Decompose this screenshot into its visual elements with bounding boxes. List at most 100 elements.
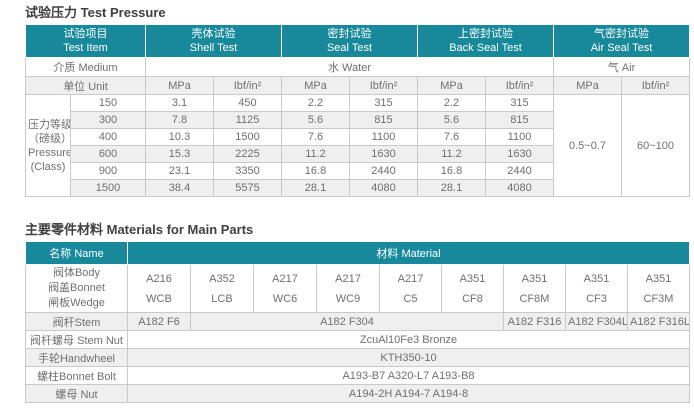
grade-spec: A351 [583, 272, 610, 285]
body-label: 阀体Body [52, 267, 101, 279]
stem-f304-cell: A182 F304 [190, 312, 504, 331]
wedge-label: 闸板Wedge [48, 297, 105, 309]
class-cell: 300 [70, 111, 146, 129]
handwheel-value-cell: KTH350-10 [127, 348, 690, 367]
header-shell-test-zh: 壳体试验 [191, 28, 236, 40]
header-back-seal-test-zh: 上密封试验 [458, 28, 513, 40]
body-bonnet-wedge-label-cell: 阀体Body 阀盖Bonnet 闸板Wedge [25, 264, 128, 313]
grade-spec: A217 [272, 272, 298, 285]
class-cell: 900 [70, 162, 146, 180]
header-air-seal-test-zh: 气密封试验 [594, 28, 649, 40]
medium-row: 介质 Medium 水 Water 气 Air [25, 57, 690, 77]
unit-cell-air-mpa: MPa [553, 76, 622, 95]
shell-mpa-cell: 3.1 [145, 94, 214, 112]
header-shell-test: 壳体试验 Shell Test [145, 24, 282, 58]
grade-name: LCB [211, 292, 233, 305]
shell-psi-cell: 2225 [213, 145, 282, 163]
back-mpa-cell: 16.8 [417, 162, 486, 180]
back-mpa-cell: 2.2 [417, 94, 486, 112]
seal-mpa-cell: 7.6 [281, 128, 350, 146]
stem-nut-label-cell: 阀杆螺母 Stem Nut [25, 330, 128, 349]
bonnet-bolt-value-cell: A193-B7 A320-L7 A193-B8 [127, 366, 690, 385]
header-material: 材料 Material [127, 241, 690, 265]
header-test-item-en: Test Item [63, 42, 108, 54]
test-pressure-table: 试验项目 Test Item 壳体试验 Shell Test 密封试验 Seal… [25, 24, 690, 197]
handwheel-label-cell: 手轮Handwheel [25, 348, 128, 367]
body-bonnet-wedge-row: 阀体Body 阀盖Bonnet 闸板Wedge A216 WCB A352 LC… [25, 264, 690, 313]
seal-mpa-cell: 2.2 [281, 94, 350, 112]
class-cell: 400 [70, 128, 146, 146]
pressure-row-400: 400 10.3 1500 7.6 1100 7.6 1100 [26, 128, 690, 146]
stem-f304l-cell: A182 F304L [565, 312, 628, 331]
seal-psi-cell: 4080 [349, 179, 418, 197]
grade-name: WC6 [272, 292, 298, 305]
grade-cell-wc9: A217 WC9 [316, 264, 380, 313]
grade-spec: A352 [209, 272, 235, 285]
pressure-class-zh2: （磅级） [28, 132, 71, 145]
grade-name: CF3 [586, 292, 607, 305]
pressure-row-1500: 1500 38.4 5575 28.1 4080 28.1 4080 [26, 179, 690, 197]
stem-f6-cell: A182 F6 [127, 312, 191, 331]
grade-spec: A351 [459, 272, 486, 285]
grade-spec: A217 [335, 272, 361, 285]
seal-mpa-cell: 5.6 [281, 111, 350, 129]
seal-psi-cell: 2440 [349, 162, 418, 180]
shell-psi-cell: 5575 [213, 179, 282, 197]
back-mpa-cell: 5.6 [417, 111, 486, 129]
materials-table: 名称 Name 材料 Material 阀体Body 阀盖Bonnet 闸板We… [25, 241, 690, 403]
grade-name: CF3M [643, 292, 674, 305]
stem-f316-cell: A182 F316 [503, 312, 566, 331]
seal-psi-cell: 1630 [349, 145, 418, 163]
grade-name: CF8M [519, 292, 550, 305]
grade-cell-wcb: A216 WCB [127, 264, 191, 313]
back-psi-cell: 1100 [485, 128, 554, 146]
grade-spec: A216 [146, 272, 172, 285]
medium-label-cell: 介质 Medium [25, 57, 146, 77]
shell-psi-cell: 1125 [213, 111, 282, 129]
unit-cell-back-psi: Ibf/in² [485, 76, 554, 95]
unit-cell-shell-mpa: MPa [145, 76, 214, 95]
grade-spec: A351 [645, 272, 672, 285]
header-name: 名称 Name [25, 241, 128, 265]
unit-label-cell: 单位 Unit [25, 76, 146, 95]
class-cell: 150 [70, 94, 146, 112]
grade-name: C5 [403, 292, 418, 305]
test-pressure-title: 试验压力 Test Pressure [25, 5, 166, 20]
medium-water-cell: 水 Water [145, 57, 554, 77]
header-shell-test-en: Shell Test [189, 42, 238, 54]
back-mpa-cell: 7.6 [417, 128, 486, 146]
nut-row: 螺母 Nut A194-2H A194-7 A194-8 [25, 384, 690, 403]
handwheel-row: 手轮Handwheel KTH350-10 [25, 348, 690, 367]
seal-mpa-cell: 16.8 [281, 162, 350, 180]
shell-psi-cell: 3350 [213, 162, 282, 180]
unit-cell-air-psi: Ibf/in² [621, 76, 690, 95]
grade-name: WCB [146, 292, 172, 305]
seal-mpa-cell: 28.1 [281, 179, 350, 197]
stem-nut-row: 阀杆螺母 Stem Nut ZcuAl10Fe3 Bronze [25, 330, 690, 349]
class-cell: 600 [70, 145, 146, 163]
bonnet-bolt-row: 螺柱Bonnet Bolt A193-B7 A320-L7 A193-B8 [25, 366, 690, 385]
header-back-seal-test: 上密封试验 Back Seal Test [417, 24, 554, 58]
header-test-item-zh: 试验项目 [63, 28, 108, 40]
unit-row: 单位 Unit MPa Ibf/in² MPa Ibf/in² MPa Ibf/… [25, 76, 690, 95]
pressure-row-300: 300 7.8 1125 5.6 815 5.6 815 [26, 111, 690, 129]
test-pressure-header-row: 试验项目 Test Item 壳体试验 Shell Test 密封试验 Seal… [25, 24, 690, 58]
header-seal-test: 密封试验 Seal Test [281, 24, 418, 58]
unit-cell-seal-psi: Ibf/in² [349, 76, 418, 95]
grade-spec: A351 [521, 272, 548, 285]
seal-psi-cell: 315 [349, 94, 418, 112]
bonnet-label: 阀盖Bonnet [48, 282, 105, 294]
back-mpa-cell: 11.2 [417, 145, 486, 163]
unit-cell-back-mpa: MPa [417, 76, 486, 95]
back-psi-cell: 315 [485, 94, 554, 112]
back-psi-cell: 4080 [485, 179, 554, 197]
stem-f316l-cell: A182 F316L [627, 312, 690, 331]
nut-value-cell: A194-2H A194-7 A194-8 [127, 384, 690, 403]
back-psi-cell: 815 [485, 111, 554, 129]
grade-name: CF8 [462, 292, 483, 305]
stem-row: 阀杆Stem A182 F6 A182 F304 A182 F316 A182 … [25, 312, 690, 331]
shell-psi-cell: 450 [213, 94, 282, 112]
stem-nut-value-cell: ZcuAl10Fe3 Bronze [127, 330, 690, 349]
pressure-class-label-cell: 压力等级 （磅级） Pressure (Class) [25, 94, 71, 197]
shell-mpa-cell: 10.3 [145, 128, 214, 146]
